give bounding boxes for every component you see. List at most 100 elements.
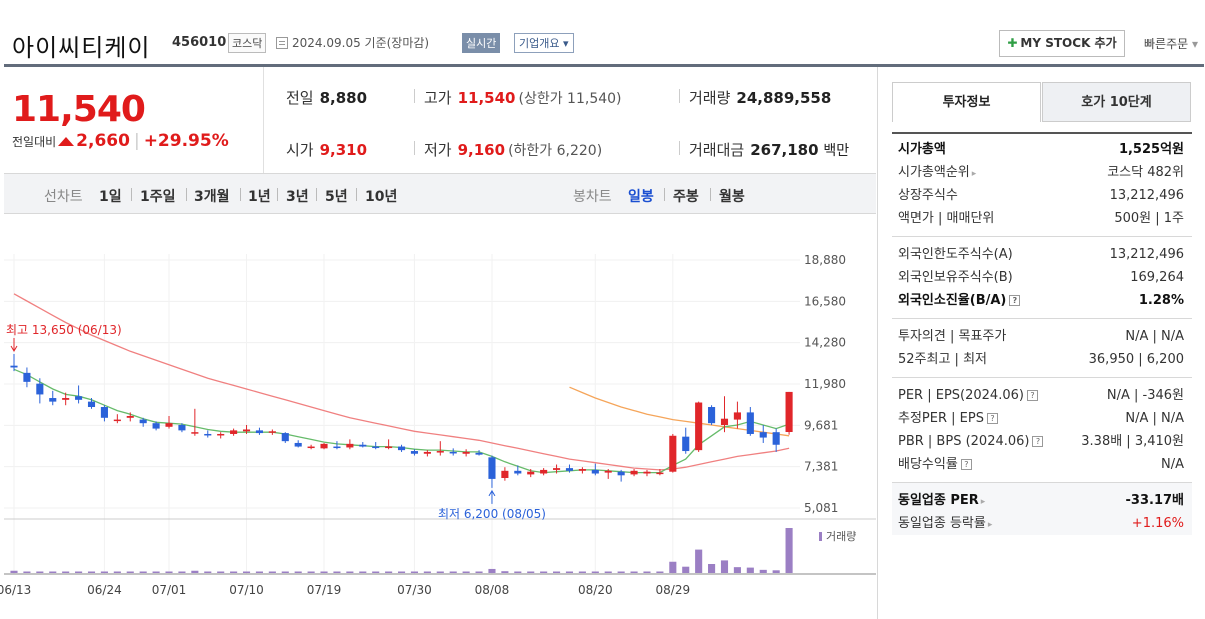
period-5y[interactable]: 5년	[325, 189, 348, 205]
volume-bar	[165, 571, 173, 573]
volume-bar	[397, 571, 406, 573]
volume-bar	[733, 567, 741, 573]
company-overview-label: 기업개요	[519, 37, 560, 50]
period-weekly[interactable]: 주봉	[673, 189, 699, 205]
period-1w[interactable]: 1주일	[140, 189, 176, 205]
volume-bar	[23, 571, 31, 573]
period-10y[interactable]: 10년	[365, 189, 398, 205]
candle-body	[23, 372, 31, 382]
info-row: 52주최고 | 최저 36,950 | 6,200	[892, 348, 1192, 371]
volume-bar	[87, 571, 96, 573]
candle-body	[682, 436, 690, 452]
volume-bar	[372, 571, 380, 573]
info-row[interactable]: 동일업종 PER ▸ -33.17배	[892, 489, 1192, 512]
info-label: 동일업종 PER ▸	[898, 493, 986, 508]
info-label: 배당수익률?	[898, 453, 972, 476]
period-3m[interactable]: 3개월	[194, 189, 230, 205]
add-mystock-label: MY STOCK 추가	[1020, 36, 1117, 50]
volume-bar	[217, 571, 225, 573]
info-value: 3.38배 | 3,410원	[1081, 434, 1184, 449]
period-monthly[interactable]: 월봉	[719, 189, 745, 205]
volume-label: 거래량	[826, 530, 856, 543]
period-1y[interactable]: 1년	[248, 189, 271, 205]
volume-bar	[682, 566, 690, 573]
candle-body	[604, 470, 612, 473]
candle-body	[242, 429, 251, 432]
volume-bar	[423, 571, 431, 573]
candle-body	[475, 452, 483, 455]
separator	[277, 188, 278, 201]
volume-bar	[785, 528, 793, 573]
candle-body	[333, 446, 341, 449]
x-tick-label: 06/13	[0, 583, 31, 597]
volume-bar	[772, 570, 780, 573]
market-badge: 코스닥	[228, 33, 267, 53]
add-mystock-button[interactable]: ✚ MY STOCK 추가	[999, 30, 1125, 57]
candle-body	[255, 430, 263, 434]
volume-bar	[462, 571, 470, 573]
period-daily[interactable]: 일봉	[628, 189, 654, 205]
stat-label: 전일	[286, 89, 314, 107]
info-row[interactable]: 동일업종 등락률 ▸ +1.16%	[892, 512, 1192, 535]
info-row: PBR | BPS (2024.06)? 3.38배 | 3,410원	[892, 430, 1192, 453]
help-icon[interactable]: ?	[1032, 436, 1044, 447]
info-row[interactable]: 시가총액순위 ▸ 코스닥 482위	[892, 161, 1192, 184]
x-tick-label: 08/29	[656, 583, 691, 597]
change-percent: +29.95%	[143, 131, 229, 151]
help-icon[interactable]: ?	[1026, 390, 1038, 401]
volume-bar	[759, 569, 767, 573]
candle-body	[591, 469, 599, 474]
info-label: 시가총액	[898, 142, 946, 157]
separator: |	[133, 131, 140, 151]
info-row: 추정PER | EPS? N/A | N/A	[892, 407, 1192, 430]
help-icon[interactable]: ?	[960, 459, 972, 470]
stat-prev: 전일 8,880	[286, 87, 367, 108]
info-group-group4: PER | EPS(2024.06)? N/A | -346원 추정PER | EP…	[892, 377, 1192, 476]
price-stats: 전일 8,880 고가 11,540 (상한가 11,540) 거래량 24,889,5…	[264, 67, 876, 173]
tab-hoga-10[interactable]: 호가 10단계	[1042, 82, 1191, 122]
candle-body	[656, 472, 664, 475]
line-chart-label: 선차트	[44, 189, 83, 205]
chevron-down-icon: ▾	[562, 37, 569, 50]
volume-bar	[359, 571, 367, 573]
info-value: N/A | N/A	[1125, 329, 1184, 344]
candle-chart-label: 봉차트	[573, 189, 612, 205]
header-divider	[4, 64, 1204, 67]
info-label: 동일업종 등락률 ▸	[898, 516, 993, 531]
basis-date: 2024.09.05 기준(장마감)	[276, 34, 429, 51]
info-label: 52주최고 | 최저	[898, 352, 987, 367]
info-label: 투자의견 | 목표주가	[898, 329, 1007, 344]
info-row: 투자의견 | 목표주가 N/A | N/A	[892, 325, 1192, 348]
period-1d[interactable]: 1일	[99, 189, 122, 205]
volume-bar	[294, 571, 302, 573]
info-value: -33.17배	[1125, 493, 1184, 508]
candle-body	[191, 432, 199, 434]
quick-order-button[interactable]: 빠른주문 ▾	[1144, 35, 1198, 52]
info-value: 36,950 | 6,200	[1088, 352, 1184, 367]
volume-bar	[62, 571, 70, 573]
stat-label: 저가	[424, 141, 452, 159]
price-chart[interactable]: 18,880 16,580 14,280 11,980 9,681 7,381 5,081 0…	[0, 214, 877, 619]
volume-bar	[307, 571, 315, 573]
volume-bar	[720, 560, 729, 573]
change-value: 2,660	[76, 131, 130, 151]
tab-invest-info[interactable]: 투자정보	[892, 82, 1041, 122]
info-row: 외국인소진율(B/A)? 1.28%	[892, 289, 1192, 312]
candle-body	[49, 398, 57, 402]
volume-bar	[385, 571, 393, 573]
date-text: 2024.09.05	[292, 36, 361, 50]
info-label: 외국인보유주식수(B)	[898, 270, 1013, 285]
help-icon[interactable]: ?	[1009, 295, 1021, 306]
candle-body	[423, 451, 431, 454]
realtime-button[interactable]: 실시간	[462, 33, 501, 53]
company-overview-dropdown[interactable]: 기업개요 ▾	[514, 33, 574, 53]
volume-bar	[591, 571, 599, 573]
period-3y[interactable]: 3년	[286, 189, 309, 205]
y-tick-label: 5,081	[804, 501, 838, 515]
x-tick-label: 07/10	[229, 583, 264, 597]
help-icon[interactable]: ?	[986, 413, 998, 424]
price-change: 전일대비 2,660 | +29.95%	[12, 131, 229, 151]
stat-value: 9,160	[457, 141, 506, 159]
chart-period-bar: 선차트 1일 1주일 3개월 1년 3년 5년 10년 봉차트 일봉 주봉 월봉	[4, 174, 876, 214]
volume-bar	[36, 571, 44, 573]
